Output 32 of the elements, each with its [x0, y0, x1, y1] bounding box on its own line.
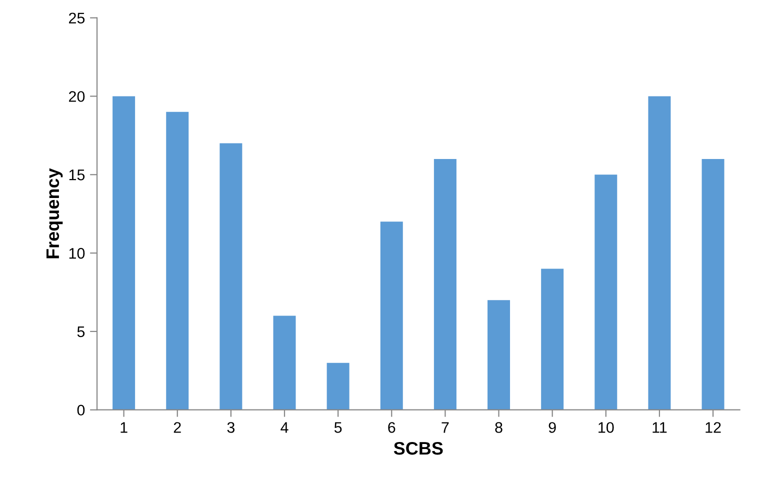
y-tick-label: 15 [69, 170, 85, 180]
bar [434, 158, 456, 410]
x-tick-label: 6 [388, 422, 396, 433]
bar [702, 158, 724, 410]
x-tick-label: 7 [442, 422, 449, 433]
x-tick-label: 2 [174, 422, 181, 433]
bar [594, 174, 618, 410]
y-tick-label: 20 [68, 91, 85, 102]
y-tick-label: 25 [68, 12, 85, 24]
bar [541, 268, 564, 410]
x-tick-label: 11 [652, 422, 667, 433]
y-tick-label: 0 [77, 404, 85, 416]
y-tick-label: 10 [69, 248, 85, 259]
y-axis-title: Frequency [46, 168, 63, 258]
x-tick-label: 9 [548, 422, 556, 433]
x-tick-label: 4 [280, 422, 288, 433]
x-tick-label: 5 [334, 422, 342, 433]
x-tick-label: 1 [120, 422, 128, 433]
x-tick-label: 10 [598, 422, 614, 433]
bar [380, 222, 403, 410]
bar [112, 96, 136, 410]
x-tick-label: 8 [495, 422, 502, 433]
x-axis-title: SCBS [394, 442, 443, 455]
bar [220, 143, 242, 410]
y-tick-label: 5 [77, 326, 85, 338]
bar [326, 362, 350, 410]
bar [273, 316, 296, 410]
bar [488, 300, 510, 410]
bar [166, 112, 189, 410]
x-tick-label: 12 [706, 422, 721, 433]
x-tick-label: 3 [227, 422, 235, 433]
bar [648, 96, 671, 410]
